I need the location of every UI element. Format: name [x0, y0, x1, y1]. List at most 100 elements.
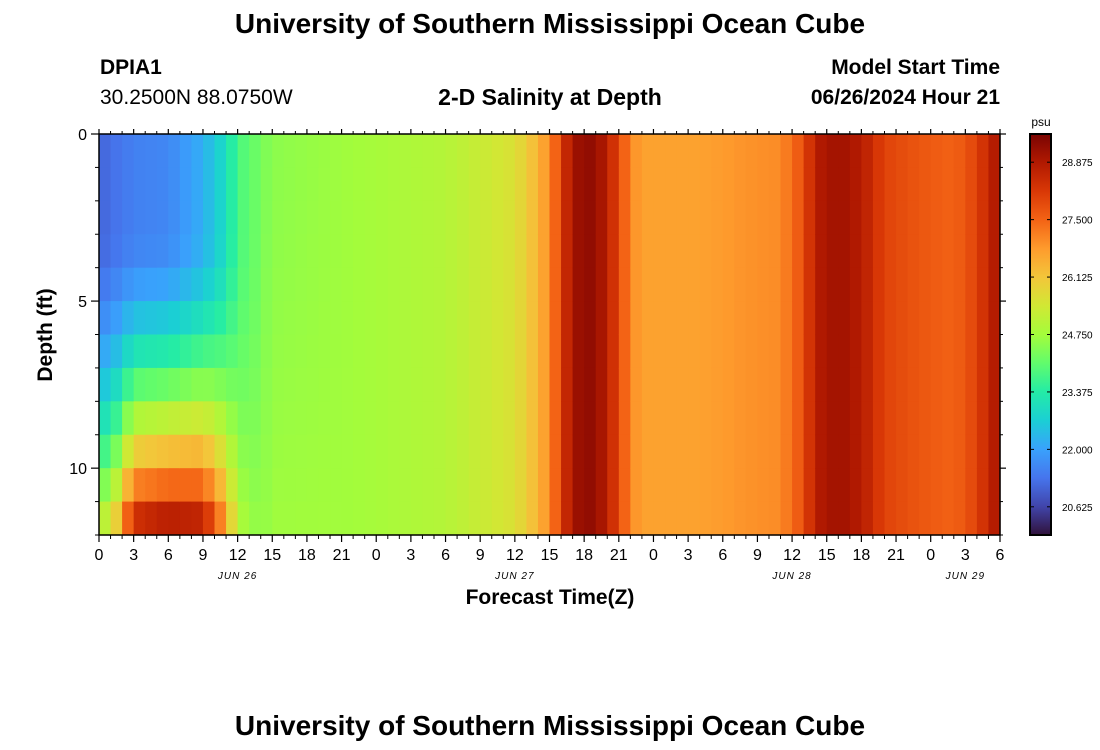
heatmap-cell — [722, 234, 735, 269]
heatmap-cell — [260, 301, 273, 336]
heatmap-cell — [792, 301, 805, 336]
heatmap-cell — [237, 167, 250, 202]
heatmap-cell — [584, 334, 597, 369]
heatmap-cell — [399, 200, 412, 235]
heatmap-cell — [399, 501, 412, 536]
heatmap-cell — [457, 468, 470, 503]
heatmap-cell — [480, 334, 493, 369]
heatmap-cell — [561, 434, 574, 469]
heatmap-cell — [976, 468, 990, 503]
heatmap-cell — [445, 501, 458, 536]
heatmap-cell — [711, 267, 724, 302]
heatmap-cell — [433, 134, 447, 169]
heatmap-cell — [734, 301, 747, 336]
heatmap-cell — [641, 501, 655, 536]
heatmap-cell — [815, 401, 828, 436]
heatmap-cell — [330, 234, 343, 269]
heatmap-cell — [595, 401, 608, 436]
heatmap-cell — [699, 301, 712, 336]
heatmap-cell — [179, 301, 193, 336]
heatmap-cell — [353, 200, 366, 235]
heatmap-cell — [318, 367, 331, 402]
heatmap-cell — [907, 200, 920, 235]
y-axis-label: Depth (ft) — [34, 288, 57, 381]
heatmap-cell — [387, 501, 400, 536]
heatmap-cell — [838, 468, 851, 503]
heatmap-cell — [965, 234, 978, 269]
heatmap-cell — [110, 167, 123, 202]
heatmap-cell — [480, 234, 493, 269]
heatmap-cell — [653, 167, 666, 202]
heatmap-cell — [318, 267, 331, 302]
heatmap-cell — [572, 234, 585, 269]
heatmap-cell — [734, 501, 747, 536]
heatmap-cell — [768, 134, 782, 169]
heatmap-cell — [953, 401, 966, 436]
heatmap-cell — [965, 267, 978, 302]
heatmap-cell — [815, 167, 828, 202]
heatmap-cell — [699, 234, 712, 269]
heatmap-cell — [896, 434, 909, 469]
salinity-heatmap — [99, 134, 1001, 536]
heatmap-cell — [445, 367, 458, 402]
heatmap-cell — [353, 134, 366, 169]
heatmap-cell — [156, 301, 169, 336]
heatmap-cell — [110, 301, 123, 336]
heatmap-cell — [665, 267, 678, 302]
heatmap-cell — [676, 468, 689, 503]
heatmap-cell — [919, 167, 932, 202]
heatmap-cell — [237, 267, 250, 302]
heatmap-cell — [849, 501, 862, 536]
heatmap-cell — [99, 401, 112, 436]
heatmap-cell — [757, 501, 770, 536]
y-axis: 0 5 10 — [69, 127, 1006, 536]
heatmap-cell — [584, 434, 597, 469]
heatmap-cell — [249, 434, 262, 469]
heatmap-cell — [896, 367, 909, 402]
heatmap-cell — [780, 401, 793, 436]
heatmap-cell — [930, 334, 943, 369]
heatmap-cell — [792, 468, 805, 503]
heatmap-cell — [780, 434, 793, 469]
y-tick-label: 5 — [78, 294, 87, 311]
heatmap-cell — [179, 134, 193, 169]
heatmap-cell — [422, 367, 435, 402]
heatmap-cell — [410, 134, 424, 169]
heatmap-cell — [699, 468, 712, 503]
heatmap-cell — [884, 134, 897, 169]
heatmap-cell — [191, 334, 204, 369]
heatmap-cell — [202, 434, 216, 469]
heatmap-cell — [907, 167, 920, 202]
heatmap-cell — [653, 334, 666, 369]
heatmap-cell — [168, 367, 181, 402]
model-start-label: Model Start Time — [831, 56, 1000, 79]
heatmap-cell — [191, 167, 204, 202]
heatmap-cell — [688, 267, 701, 302]
heatmap-cell — [768, 367, 782, 402]
heatmap-cell — [260, 234, 273, 269]
heatmap-cell — [226, 134, 239, 169]
heatmap-cell — [99, 301, 112, 336]
heatmap-cell — [572, 468, 585, 503]
heatmap-cell — [607, 301, 620, 336]
heatmap-cell — [953, 434, 966, 469]
heatmap-cell — [457, 301, 470, 336]
heatmap-cell — [896, 200, 909, 235]
heatmap-cell — [480, 167, 493, 202]
heatmap-cell — [734, 468, 747, 503]
heatmap-cell — [849, 167, 862, 202]
heatmap-cell — [145, 200, 158, 235]
heatmap-cell — [491, 401, 504, 436]
heatmap-cell — [399, 301, 412, 336]
heatmap-cell — [630, 267, 643, 302]
heatmap-cell — [503, 167, 516, 202]
heatmap-cell — [249, 401, 262, 436]
heatmap-cell — [168, 334, 181, 369]
heatmap-cell — [722, 301, 735, 336]
heatmap-cell — [353, 234, 366, 269]
heatmap-cell — [376, 501, 389, 536]
heatmap-cell — [202, 334, 216, 369]
heatmap-cell — [526, 200, 539, 235]
heatmap-cell — [179, 501, 193, 536]
heatmap-cell — [676, 134, 689, 169]
